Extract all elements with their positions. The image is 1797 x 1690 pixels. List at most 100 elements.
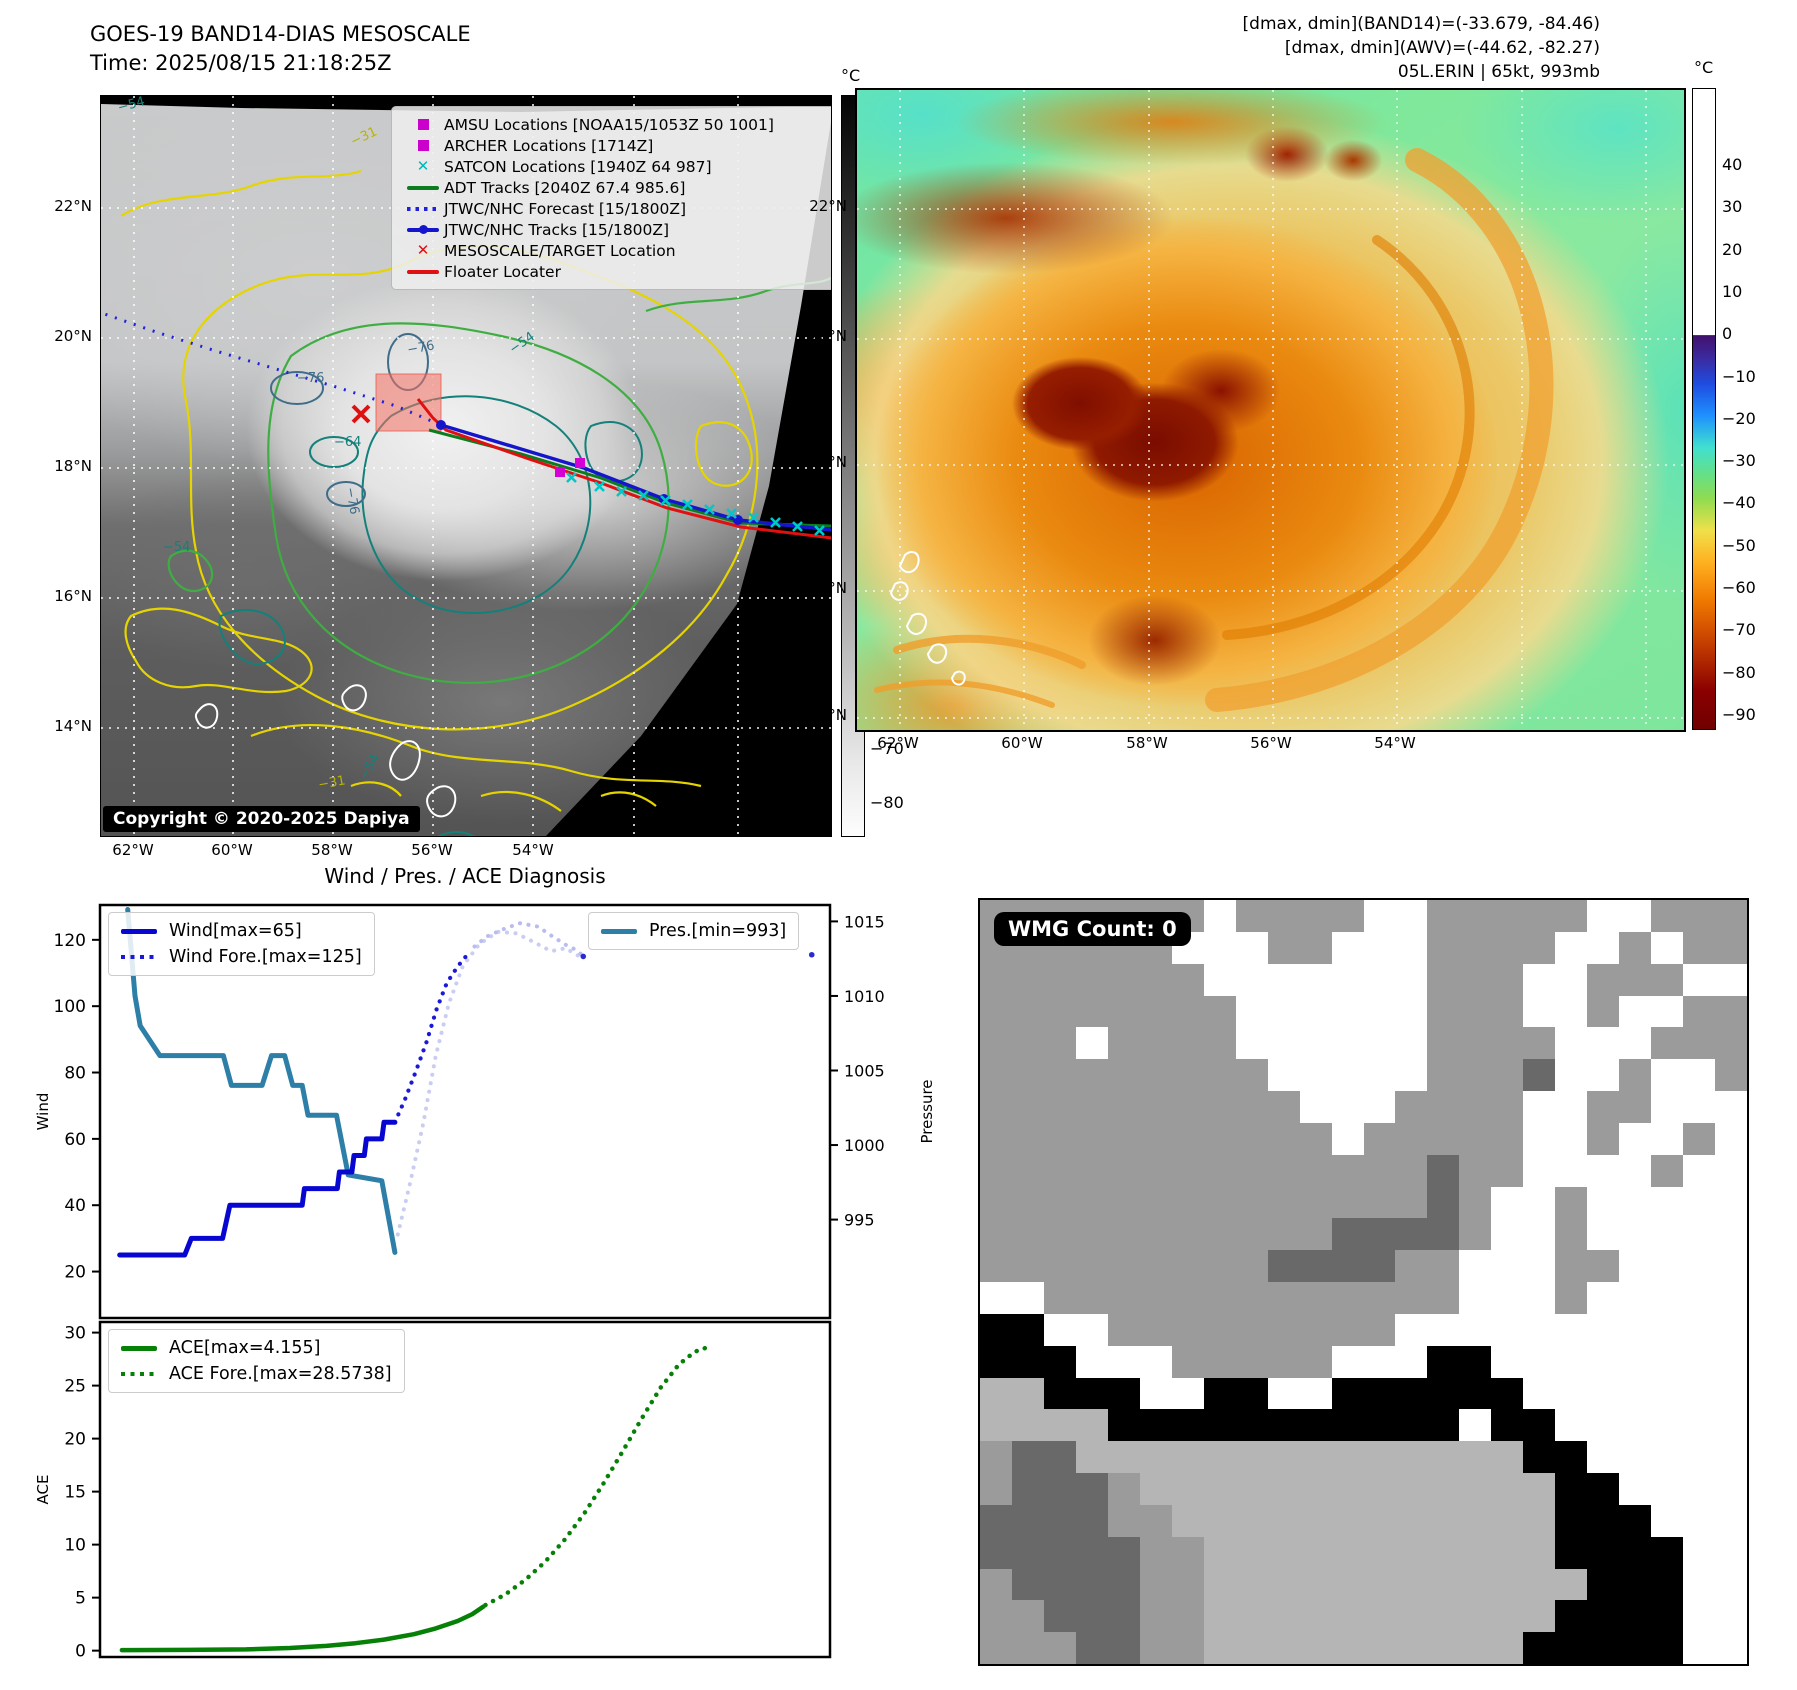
wmg-cell	[1555, 1282, 1588, 1314]
wmg-cell	[1523, 1377, 1556, 1410]
wmg-cell	[1459, 900, 1492, 932]
wmg-cell	[1587, 1218, 1620, 1251]
wmg-cell	[1491, 1027, 1524, 1060]
wmg-cell	[1683, 1027, 1716, 1060]
wmg-cell	[1299, 1504, 1332, 1537]
wmg-cell	[1619, 1218, 1652, 1251]
awv-satellite-map[interactable]	[855, 88, 1686, 732]
wmg-cell	[1651, 1250, 1684, 1282]
wmg-cell	[1075, 1632, 1108, 1664]
solid-line-icon	[121, 1345, 157, 1351]
spiral-bands	[874, 148, 1554, 712]
series-line	[472, 921, 584, 957]
wmg-cell	[1235, 1504, 1268, 1537]
wmg-cell	[1235, 1345, 1268, 1378]
wmg-cell	[1139, 1473, 1172, 1505]
wmg-cell	[1203, 1186, 1236, 1219]
colorbar-tick-label: −80	[870, 793, 904, 812]
y-axis-label: ACE	[34, 1475, 52, 1505]
wmg-cell	[1235, 1409, 1268, 1442]
tick-label: 10	[64, 1536, 86, 1556]
wmg-cell	[1267, 1218, 1300, 1251]
wmg-cell	[1651, 1409, 1684, 1442]
wmg-cell	[1683, 900, 1716, 932]
wmg-cell	[1043, 1473, 1076, 1505]
wmg-cell	[1299, 1250, 1332, 1282]
wmg-cell	[1555, 1409, 1588, 1442]
wmg-cell	[1299, 1568, 1332, 1601]
wmg-cell	[1715, 1504, 1747, 1537]
wmg-cell	[1683, 963, 1716, 996]
lon-label: 62°W	[112, 841, 154, 859]
wmg-cell	[1267, 1568, 1300, 1601]
band14-satellite-map[interactable]: −54 −31 −76 −76 −64 −76 −54 −54 −31 −54 AMSU Loca…	[100, 95, 832, 837]
wmg-cell	[1523, 931, 1556, 964]
chart-frame	[98, 1320, 832, 1659]
wmg-cell	[1459, 995, 1492, 1028]
tick-label: 0	[75, 1642, 86, 1662]
wmg-cell	[1203, 1122, 1236, 1155]
wmg-cell	[1139, 1632, 1172, 1664]
wmg-cell	[1587, 1027, 1620, 1060]
wmg-cell	[1683, 1600, 1716, 1633]
wmg-cell	[1235, 1632, 1268, 1664]
wmg-cell	[1235, 900, 1268, 932]
wmg-cell	[1331, 995, 1364, 1028]
wmg-cell	[1043, 1409, 1076, 1442]
wmg-cell	[1075, 1313, 1108, 1346]
map-legend-item: JTWC/NHC Forecast [15/1800Z]	[402, 198, 831, 219]
wmg-cell	[1459, 1218, 1492, 1251]
colorbar-tick-label: −80	[1722, 662, 1756, 682]
wmg-cell	[1523, 1250, 1556, 1282]
wmg-cell	[1555, 1027, 1588, 1060]
wmg-cell	[1587, 1600, 1620, 1633]
wmg-cell	[1651, 1122, 1684, 1155]
wmg-cell	[1107, 1441, 1140, 1473]
wmg-cell	[1683, 1345, 1716, 1378]
wmg-cell	[980, 1218, 1012, 1251]
wmg-cell	[1235, 1536, 1268, 1569]
wmg-cell	[1555, 995, 1588, 1028]
wmg-cell	[1587, 1122, 1620, 1155]
wmg-cell	[1139, 1600, 1172, 1633]
wmg-cell	[980, 1536, 1012, 1569]
wmg-cell	[1427, 1186, 1460, 1219]
wmg-cell	[1331, 1027, 1364, 1060]
wmg-cell	[1683, 1441, 1716, 1473]
wmg-cell	[1235, 1377, 1268, 1410]
wmg-cell	[1299, 1632, 1332, 1664]
wmg-cell	[1683, 931, 1716, 964]
wmg-cell	[1043, 1282, 1076, 1314]
series-line	[392, 950, 471, 1125]
wmg-cell	[1267, 1377, 1300, 1410]
wmg-cell	[1203, 1504, 1236, 1537]
wmg-cell	[1715, 931, 1747, 964]
wmg-cell	[1395, 1186, 1428, 1219]
wmg-cell	[980, 1250, 1012, 1282]
wmg-cell	[1683, 1504, 1716, 1537]
wmg-cell	[1267, 1600, 1300, 1633]
map-legend-label: AMSU Locations [NOAA15/1053Z 50 1001]	[444, 115, 774, 134]
contour-yellow	[120, 169, 759, 812]
wmg-cell	[1459, 1282, 1492, 1314]
wmg-cell	[1491, 1504, 1524, 1537]
wmg-cell	[1299, 1377, 1332, 1410]
coastline	[194, 684, 457, 818]
wmg-cell	[1075, 1282, 1108, 1314]
wmg-cell	[1011, 995, 1044, 1028]
wmg-cell	[1587, 1536, 1620, 1569]
wmg-cell	[1523, 1536, 1556, 1569]
stats-block: [dmax, dmin](BAND14)=(-33.679, -84.46) […	[1243, 12, 1600, 84]
legend-label: Wind[max=65]	[169, 921, 302, 941]
wmg-cell	[1683, 1186, 1716, 1219]
amsu-archer-markers	[555, 458, 585, 477]
wmg-cell	[1331, 1409, 1364, 1442]
wmg-cell	[1555, 1154, 1588, 1187]
wmg-cell	[1395, 1091, 1428, 1123]
colorbar-tick-label: −50	[1722, 535, 1756, 555]
wmg-cell	[1363, 1282, 1396, 1314]
wmg-cell	[1523, 1313, 1556, 1346]
wmg-cell	[1651, 1504, 1684, 1537]
wmg-panel[interactable]: WMG Count: 0	[978, 898, 1749, 1666]
wmg-cell	[1267, 1313, 1300, 1346]
